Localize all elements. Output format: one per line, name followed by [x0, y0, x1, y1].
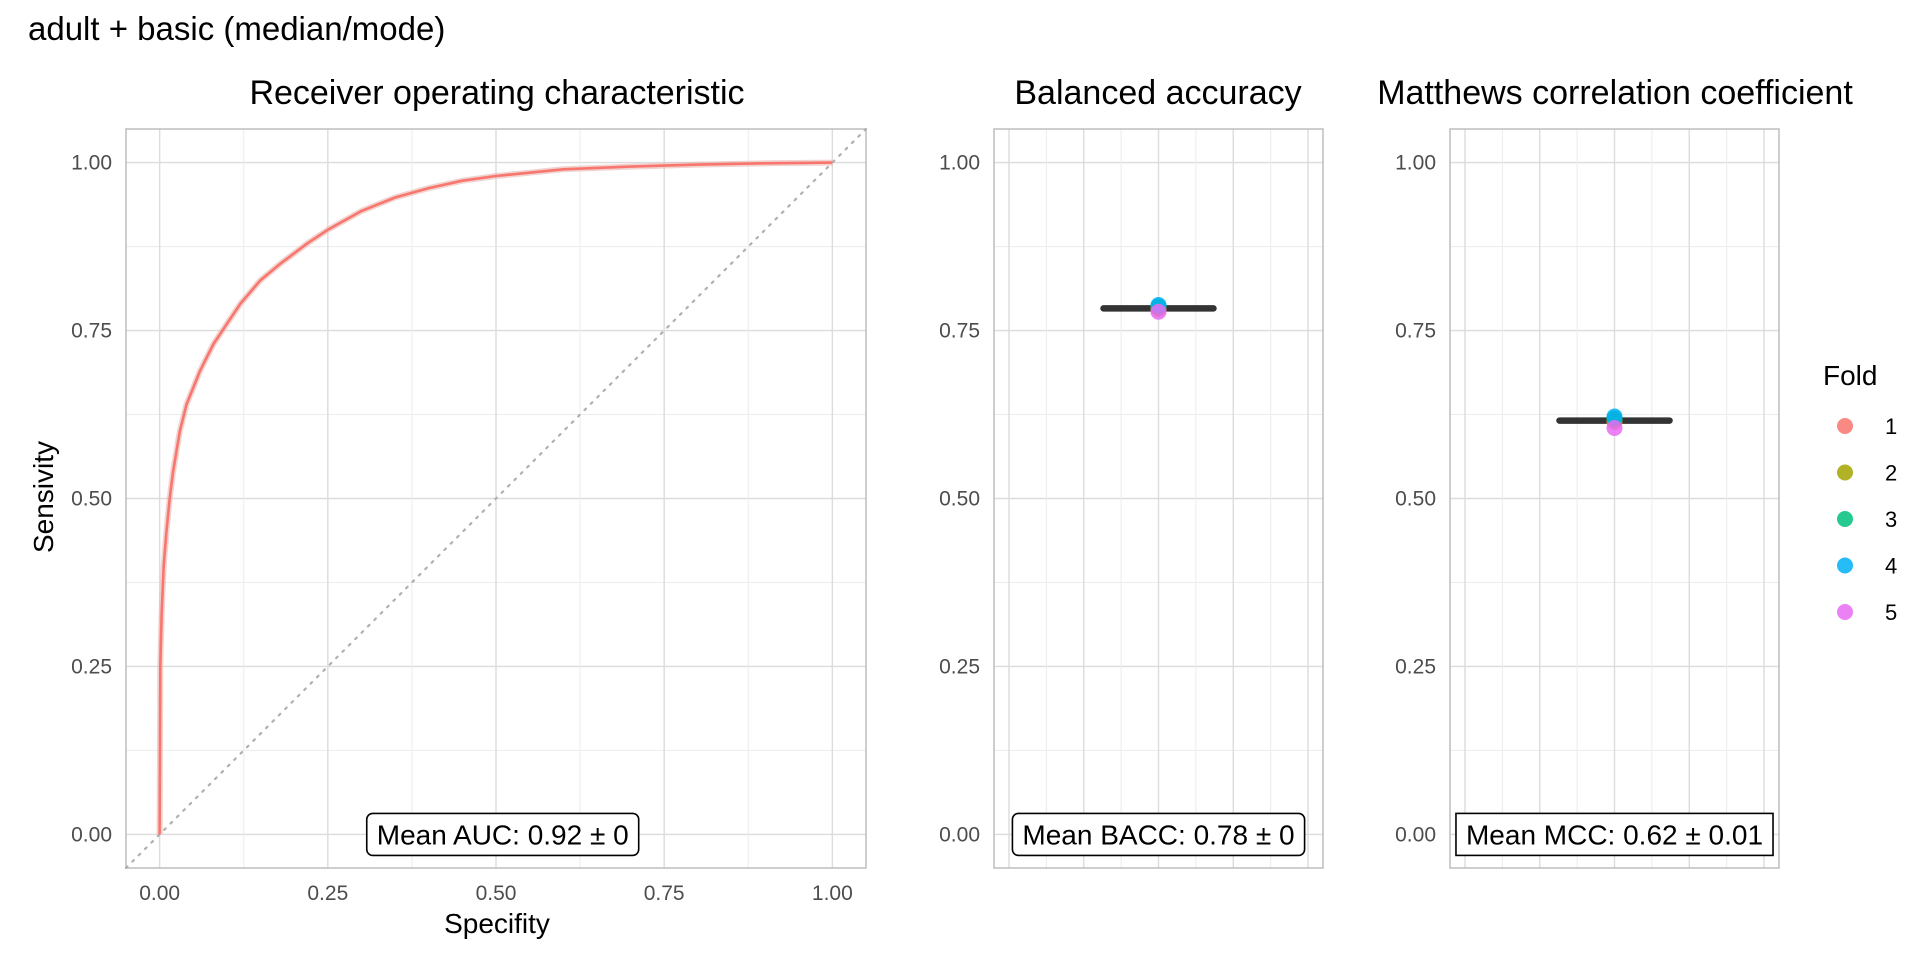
bacc-panel-border: [993, 128, 1324, 869]
roc-x-tick-label: 0.75: [644, 882, 685, 905]
roc-annotation-box: [365, 812, 640, 857]
bacc-panel: Balanced accuracy 0.00 0.25 0.50 0.75 1.00 Me…: [939, 74, 1324, 869]
legend-key-fold-3: [1837, 511, 1853, 527]
roc-panel-border: [125, 128, 867, 869]
mcc-panel: Matthews correlation coefficient 0.00 0.2…: [1377, 74, 1853, 869]
legend-title: Fold: [1823, 360, 1877, 391]
roc-y-tick-label: 0.75: [71, 320, 112, 343]
roc-x-tick-label: 1.00: [812, 882, 853, 905]
mcc-y-tick-label: 0.50: [1395, 488, 1436, 511]
bacc-y-tick-label: 0.75: [939, 320, 980, 343]
bacc-annotation-box: [1011, 812, 1306, 857]
mcc-annotation-box: [1455, 812, 1774, 857]
roc-reference-diagonal: [124, 127, 868, 870]
bacc-title: Balanced accuracy: [1014, 74, 1301, 112]
mcc-point-fold-5: [1606, 419, 1623, 436]
roc-y-tick-label: 0.00: [71, 823, 112, 846]
roc-x-tick-label: 0.50: [476, 882, 517, 905]
mcc-annotation: Mean MCC: 0.62 ± 0.01: [1466, 819, 1763, 850]
legend-label-fold-5: 5: [1885, 600, 1897, 625]
legend-key-fold-2: [1837, 464, 1853, 481]
roc-title: Receiver operating characteristic: [249, 74, 744, 112]
bacc-y-tick-label: 0.50: [939, 488, 980, 511]
roc-annotation: Mean AUC: 0.92 ± 0: [377, 819, 629, 850]
legend-key-fold-5: [1837, 604, 1853, 620]
roc-y-axis-label: Sensivity: [28, 441, 59, 553]
figure-title: adult + basic (median/mode): [28, 10, 445, 47]
roc-panel: Receiver operating characteristic Specif…: [28, 74, 868, 939]
legend-label-fold-4: 4: [1885, 554, 1897, 579]
legend-label-fold-2: 2: [1885, 461, 1897, 486]
legend-key-fold-4: [1837, 557, 1853, 574]
mcc-y-tick-label: 0.25: [1395, 655, 1436, 678]
roc-y-tick-label: 0.25: [71, 655, 112, 678]
mcc-panel-border: [1449, 128, 1780, 869]
roc-x-tick-label: 0.00: [139, 882, 180, 905]
legend-key-fold-1: [1837, 418, 1853, 434]
roc-x-axis-label: Specifity: [444, 908, 550, 939]
bacc-y-tick-label: 0.00: [939, 823, 980, 846]
mcc-y-tick-label: 0.00: [1395, 823, 1436, 846]
bacc-point-fold-5: [1150, 303, 1167, 320]
bacc-annotation: Mean BACC: 0.78 ± 0: [1022, 819, 1294, 850]
mcc-point-fold-4: [1606, 408, 1623, 425]
fold-legend: Fold 1 2 3 4 5: [1823, 360, 1897, 625]
roc-x-tick-label: 0.25: [307, 882, 348, 905]
bacc-y-tick-label: 1.00: [939, 152, 980, 175]
roc-curve-line: [158, 161, 833, 835]
roc-y-tick-label: 1.00: [71, 152, 112, 175]
bacc-y-tick-label: 0.25: [939, 655, 980, 678]
mcc-y-tick-label: 1.00: [1395, 152, 1436, 175]
legend-label-fold-3: 3: [1885, 507, 1897, 532]
legend-label-fold-1: 1: [1885, 414, 1897, 439]
mcc-y-tick-label: 0.75: [1395, 320, 1436, 343]
mcc-title: Matthews correlation coefficient: [1377, 74, 1853, 112]
roc-y-tick-label: 0.50: [71, 488, 112, 511]
